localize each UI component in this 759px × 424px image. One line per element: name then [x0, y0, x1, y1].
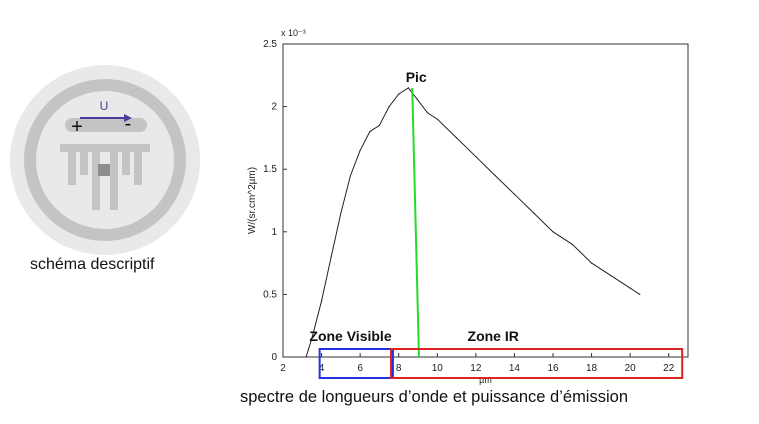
x-tick-label: 20: [625, 363, 637, 374]
zone-visible-box: [318, 348, 394, 379]
spectrum-point: [417, 99, 419, 101]
spectrum-point: [369, 131, 371, 133]
spectrum-line: [305, 87, 641, 358]
sensor-disc: [10, 65, 200, 255]
schema-caption: schéma descriptif: [30, 256, 155, 273]
y-tick-label: 1.5: [263, 164, 277, 175]
spectrum-point: [427, 112, 429, 114]
spectrum-point: [475, 156, 477, 158]
y-tick-label: 0: [271, 352, 277, 363]
spectrum-point: [388, 106, 390, 108]
spectrum-point: [330, 256, 332, 258]
plus-sign: +: [71, 116, 83, 138]
spectrum-point: [320, 300, 323, 302]
spectrum-point: [378, 124, 381, 126]
spectrum-point: [305, 356, 307, 358]
spectrum-point: [629, 287, 631, 289]
minus-sign: -: [125, 113, 132, 135]
y-tick-label: 0.5: [263, 289, 277, 300]
plot-area-frame: [282, 43, 689, 358]
chart-annotations: Pic Zone Visible Zone IR: [309, 69, 684, 379]
sensor-electrodes: [60, 144, 150, 210]
x-tick-label: 2: [280, 363, 286, 374]
spectrum-point: [533, 212, 535, 214]
y-tick-label: 2.5: [263, 39, 277, 50]
chart-frame: [282, 43, 689, 358]
x-tick-label: 22: [663, 363, 675, 374]
voltage-arrowhead-icon: [124, 114, 132, 122]
spectrum-point: [571, 243, 573, 245]
spectrum-point: [407, 87, 409, 89]
spectrum-point: [311, 337, 313, 339]
sensor-schematic: U + -: [10, 65, 200, 255]
y-tick-label: 1: [271, 227, 277, 238]
spectrum-point: [455, 137, 458, 139]
x-tick-label: 6: [357, 363, 363, 374]
spectrum-point: [494, 174, 496, 177]
x-tick-label: 12: [470, 363, 482, 374]
x-tick-label: 14: [509, 363, 521, 374]
spectrum-point: [639, 293, 641, 295]
chart-ticks: 2 4 6 8 10 12 14 16 18 20 22 0 0.5 1 1.5 2 2.5 x 10⁻³ µm W/…: [247, 28, 675, 385]
y-axis-label: W/(sr.cm^2µm): [247, 167, 258, 234]
x-tick-label: 16: [547, 363, 559, 374]
peak-marker-line: [411, 87, 420, 358]
spectrum-point: [349, 174, 352, 177]
x-axis-label: µm: [479, 375, 492, 385]
spectrum-point: [610, 275, 612, 277]
zone-ir-label: Zone IR: [468, 328, 519, 344]
spectrum-point: [398, 93, 400, 95]
y-axis-exponent: x 10⁻³: [281, 28, 306, 38]
spectrum-point: [359, 149, 361, 152]
x-tick-label: 8: [396, 363, 402, 374]
x-tick-label: 18: [586, 363, 598, 374]
spectrum-point: [436, 118, 438, 120]
peak-label: Pic: [406, 69, 427, 85]
voltage-label: U: [100, 99, 109, 113]
zone-ir-box: [390, 348, 684, 379]
sensor-center-element: [98, 164, 110, 176]
spectrum-point: [552, 231, 554, 233]
y-tick-label: 2: [271, 102, 277, 113]
sensor-top-pad: [65, 118, 147, 132]
x-tick-label: 10: [432, 363, 444, 374]
sensor-ring: [24, 79, 186, 241]
zone-visible-label: Zone Visible: [309, 328, 391, 344]
x-tick-label: 4: [319, 363, 325, 374]
spectrum-point: [340, 212, 342, 214]
spectrum-caption: spectre de longueurs d’onde et puissance…: [240, 388, 628, 406]
spectrum-point: [513, 193, 516, 195]
spectrum-point: [590, 262, 593, 264]
chart-series: [305, 87, 641, 358]
